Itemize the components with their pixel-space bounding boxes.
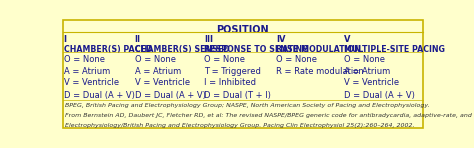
- Text: O = None: O = None: [344, 55, 385, 64]
- Text: A = Atrium: A = Atrium: [135, 67, 181, 76]
- Text: II: II: [135, 35, 141, 44]
- Text: T = Triggered: T = Triggered: [204, 67, 261, 76]
- Text: D = Dual (T + I): D = Dual (T + I): [204, 91, 271, 100]
- Text: RATE MODULATION: RATE MODULATION: [276, 45, 361, 54]
- Text: III: III: [204, 35, 213, 44]
- Text: CHAMBER(S) PACED: CHAMBER(S) PACED: [64, 45, 152, 54]
- Text: I: I: [64, 35, 67, 44]
- Text: D = Dual (A + V): D = Dual (A + V): [135, 91, 205, 100]
- Text: RESPONSE TO SENSING: RESPONSE TO SENSING: [204, 45, 309, 54]
- Text: A = Atrium: A = Atrium: [64, 67, 110, 76]
- Text: V = Ventricle: V = Ventricle: [135, 78, 190, 87]
- Text: I = Inhibited: I = Inhibited: [204, 78, 256, 87]
- FancyBboxPatch shape: [63, 20, 423, 128]
- Text: A = Atrium: A = Atrium: [344, 67, 390, 76]
- Text: D = Dual (A + V): D = Dual (A + V): [64, 91, 135, 100]
- Text: BPEG, British Pacing and Electrophysiology Group; NASPE, North American Society : BPEG, British Pacing and Electrophysiolo…: [65, 103, 429, 108]
- Text: O = None: O = None: [276, 55, 317, 64]
- Text: IV: IV: [276, 35, 285, 44]
- Text: D = Dual (A + V): D = Dual (A + V): [344, 91, 415, 100]
- Text: O = None: O = None: [204, 55, 246, 64]
- Text: R = Rate modulation: R = Rate modulation: [276, 67, 364, 76]
- Text: CHAMBER(S) SENSED: CHAMBER(S) SENSED: [135, 45, 229, 54]
- Text: O = None: O = None: [135, 55, 175, 64]
- Text: V = Ventricle: V = Ventricle: [344, 78, 399, 87]
- Text: Electrophysiology/British Pacing and Electrophysiology Group. Pacing Clin Electr: Electrophysiology/British Pacing and Ele…: [65, 123, 414, 128]
- Text: POSITION: POSITION: [217, 25, 269, 35]
- Text: From Bernstein AD, Daubert JC, Fletcher RD, et al: The revised NASPE/BPEG generi: From Bernstein AD, Daubert JC, Fletcher …: [65, 114, 474, 119]
- Text: MULTIPLE-SITE PACING: MULTIPLE-SITE PACING: [344, 45, 445, 54]
- Text: O = None: O = None: [64, 55, 105, 64]
- Text: V: V: [344, 35, 350, 44]
- Text: V = Ventricle: V = Ventricle: [64, 78, 119, 87]
